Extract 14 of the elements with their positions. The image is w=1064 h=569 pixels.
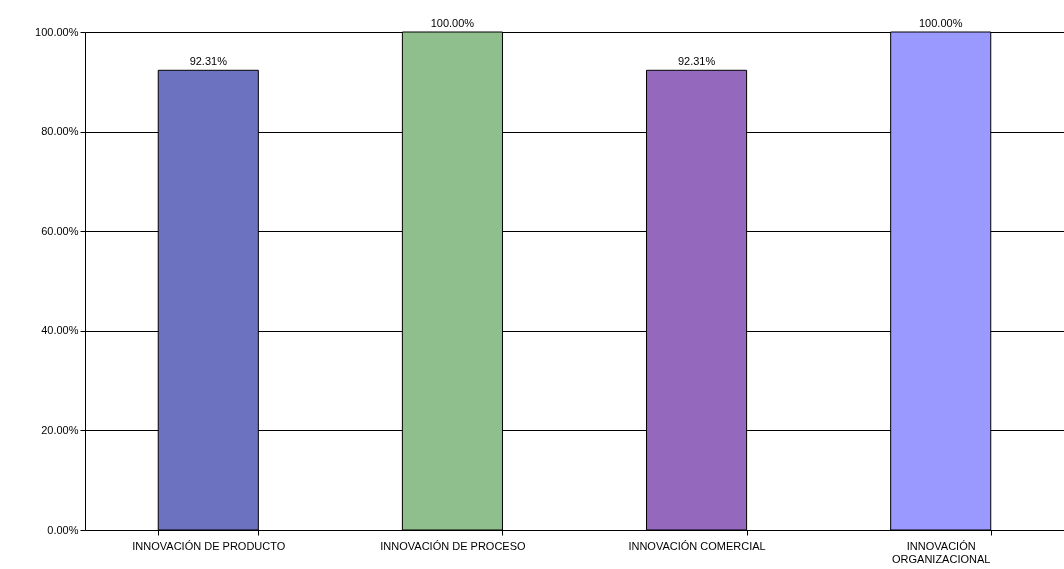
y-tick-label: 80.00% [41, 125, 79, 138]
y-tick-label: 40.00% [41, 324, 79, 337]
data-label: 92.31% [189, 55, 228, 68]
x-tick-label: INNOVACIÓN DE PROCESO [380, 539, 526, 552]
x-tick-label: INNOVACIÓN ORGANIZACIONAL [892, 539, 991, 565]
y-tick-label: 0.00% [47, 523, 79, 536]
x-tick-label: INNOVACIÓN COMERCIAL [628, 539, 766, 552]
y-tick-label: 20.00% [41, 423, 79, 436]
data-label: 100.00% [918, 17, 963, 29]
x-tick-label: INNOVACIÓN DE PRODUCTO [132, 539, 286, 552]
data-label: 100.00% [430, 17, 475, 29]
y-tick-label: 100.00% [35, 25, 79, 38]
y-tick-label: 60.00% [41, 224, 79, 237]
data-label: 92.31% [677, 55, 716, 68]
